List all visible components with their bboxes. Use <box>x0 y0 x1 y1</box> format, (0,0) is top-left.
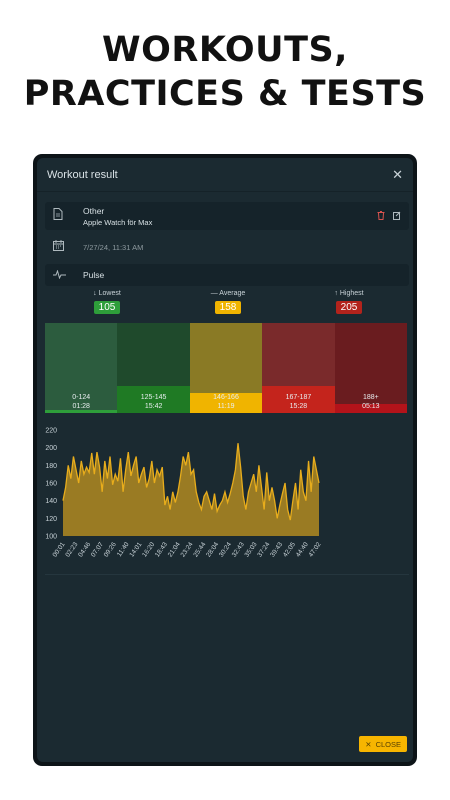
pulse-line <box>62 443 320 521</box>
x-tick-label: 30:24 <box>218 541 233 559</box>
x-tick-label: 02:23 <box>64 541 79 559</box>
x-tick-label: 47:02 <box>308 541 323 559</box>
zone-1-fill <box>45 410 118 413</box>
pulse-icon <box>53 266 75 284</box>
stat-highest-text: Highest <box>339 290 364 297</box>
y-tick-label: 100 <box>45 534 57 541</box>
x-tick-label: 21:04 <box>167 541 182 559</box>
zone-2: 125-145 15:42 <box>117 323 190 413</box>
zone-3: 146-166 11:19 <box>189 323 263 413</box>
y-tick-label: 140 <box>45 498 57 505</box>
x-tick-label: 28:04 <box>205 541 220 559</box>
zone-range: 167-187 <box>285 394 312 401</box>
zone-range: 188+ <box>362 394 379 401</box>
close-button[interactable]: ✕ CLOSE <box>359 736 407 752</box>
zone-4-label: 167-187 15:28 <box>262 393 334 411</box>
stat-average-text: Average <box>219 290 246 297</box>
headline-line2: PRACTICES & TESTS <box>23 74 427 114</box>
dialog-titlebar: Workout result ✕ <box>37 158 413 192</box>
zone-range: 146-166 <box>213 394 239 401</box>
x-tick-label: 39:43 <box>269 541 284 559</box>
heart-rate-zones: 0-124 01:28 125-145 15:42 146-166 11:19 167-18… <box>45 323 408 413</box>
stat-lowest-text: Lowest <box>98 290 121 297</box>
close-icon[interactable]: ✕ <box>392 166 403 182</box>
trash-icon[interactable] <box>377 210 385 222</box>
workout-info-row: Other Apple Watch för Max <box>45 202 409 230</box>
document-icon <box>53 207 75 225</box>
headline-line1: WORKOUTS, <box>102 30 348 70</box>
zone-time: 11:19 <box>217 403 235 410</box>
y-tick-label: 180 <box>45 463 57 470</box>
stat-highest-label: ↑ Highest <box>334 290 364 297</box>
x-tick-label: 44:40 <box>295 541 310 559</box>
x-tick-label: 14:01 <box>128 541 143 559</box>
y-tick-label: 200 <box>45 445 57 452</box>
pulse-label: Pulse <box>83 270 105 280</box>
x-tick-label: 16:20 <box>141 541 156 559</box>
headline: WORKOUTS, PRACTICES & TESTS <box>0 28 450 116</box>
y-tick-label: 160 <box>45 481 57 488</box>
x-tick-label: 09:26 <box>103 541 118 559</box>
calendar-icon <box>53 238 75 256</box>
zone-5-label: 188+ 05:13 <box>335 393 407 411</box>
divider <box>45 574 409 575</box>
x-tick-label: 37:24 <box>256 541 271 559</box>
x-tick-label: 00:01 <box>52 541 67 559</box>
y-tick-label: 220 <box>45 428 57 435</box>
zone-1: 0-124 01:28 <box>45 323 118 413</box>
edit-icon[interactable] <box>393 211 401 222</box>
pulse-section-header: Pulse <box>45 264 409 286</box>
workout-actions <box>377 210 401 222</box>
stat-highest-value: 205 <box>335 301 363 314</box>
date-row: 7/27/24, 11:31 AM <box>45 236 409 258</box>
zone-5: 188+ 05:13 <box>334 323 408 413</box>
stat-lowest-value: 105 <box>93 301 121 314</box>
pulse-area <box>63 443 319 536</box>
workout-info: Other Apple Watch för Max <box>83 206 377 227</box>
zone-2-label: 125-145 15:42 <box>117 393 189 411</box>
x-tick-label: 07:07 <box>90 541 105 559</box>
x-tick-label: 18:43 <box>154 541 169 559</box>
pulse-stats: ↓ Lowest 105 — Average 158 ↑ Highest 205 <box>45 290 409 318</box>
x-tick-label: 23:24 <box>180 541 195 559</box>
workout-date: 7/27/24, 11:31 AM <box>83 242 144 252</box>
zone-4-fill <box>262 386 335 413</box>
zone-time: 01:28 <box>72 403 90 410</box>
y-tick-label: 120 <box>45 516 57 523</box>
stat-highest: ↑ Highest 205 <box>319 290 379 315</box>
zone-range: 0-124 <box>72 394 91 401</box>
zone-5-fill <box>334 404 408 413</box>
close-button-icon: ✕ <box>365 739 372 749</box>
zone-time: 15:28 <box>289 403 308 410</box>
zone-2-fill <box>117 386 190 413</box>
stat-average: — Average 158 <box>198 290 258 315</box>
workout-device: Apple Watch för Max <box>83 217 153 227</box>
x-tick-label: 42:05 <box>282 541 297 559</box>
x-tick-label: 25:44 <box>192 541 207 559</box>
tablet-frame: Workout result ✕ Other Apple Watch för M… <box>33 154 417 766</box>
zone-3-fill <box>189 393 263 413</box>
dialog-title: Workout result <box>47 168 118 181</box>
pulse-chart: 220 200 180 160 140 120 10000:0102:2304:4607:0… <box>45 428 323 559</box>
zone-time: 05:13 <box>362 403 380 410</box>
workout-result-dialog: Workout result ✕ Other Apple Watch för M… <box>37 158 413 762</box>
workout-type: Other <box>83 205 105 216</box>
x-tick-label: 04:46 <box>77 541 92 559</box>
x-tick-label: 35:03 <box>244 541 259 559</box>
stat-lowest: ↓ Lowest 105 <box>77 290 137 315</box>
stat-average-value: 158 <box>214 301 242 314</box>
zone-4: 167-187 15:28 <box>262 323 335 413</box>
zone-1-label: 0-124 01:28 <box>45 393 117 411</box>
close-button-label: CLOSE <box>375 739 401 749</box>
zone-3-label: 146-166 11:19 <box>190 393 262 411</box>
stat-average-label: — Average <box>210 290 246 297</box>
x-tick-label: 32:43 <box>231 541 246 559</box>
stat-lowest-label: ↓ Lowest <box>93 290 121 297</box>
zone-time: 15:42 <box>144 403 163 410</box>
zone-range: 125-145 <box>140 394 167 401</box>
